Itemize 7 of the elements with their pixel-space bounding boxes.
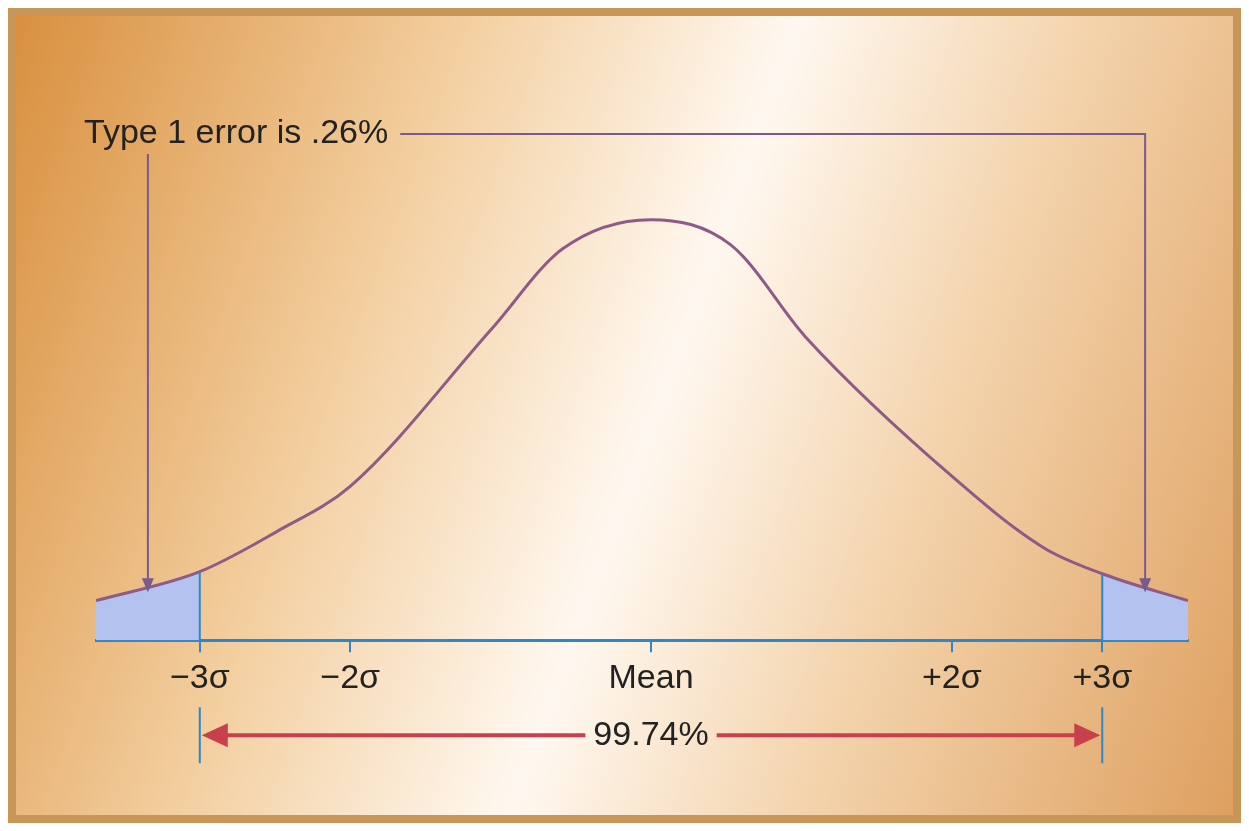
x-tick-label: +2σ [921, 656, 982, 695]
x-tick-label: −3σ [169, 656, 230, 695]
text: Type 1 error is .26% [84, 112, 389, 151]
text: 99.74% [593, 713, 709, 752]
x-tick-label: Mean [608, 656, 694, 695]
x-tick-label: +3σ [1072, 656, 1133, 695]
x-tick-label: −2σ [320, 656, 381, 695]
